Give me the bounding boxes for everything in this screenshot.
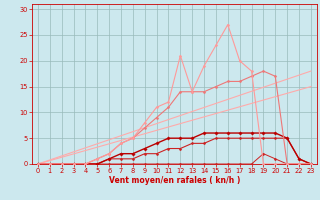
X-axis label: Vent moyen/en rafales ( kn/h ): Vent moyen/en rafales ( kn/h ) xyxy=(109,176,240,185)
